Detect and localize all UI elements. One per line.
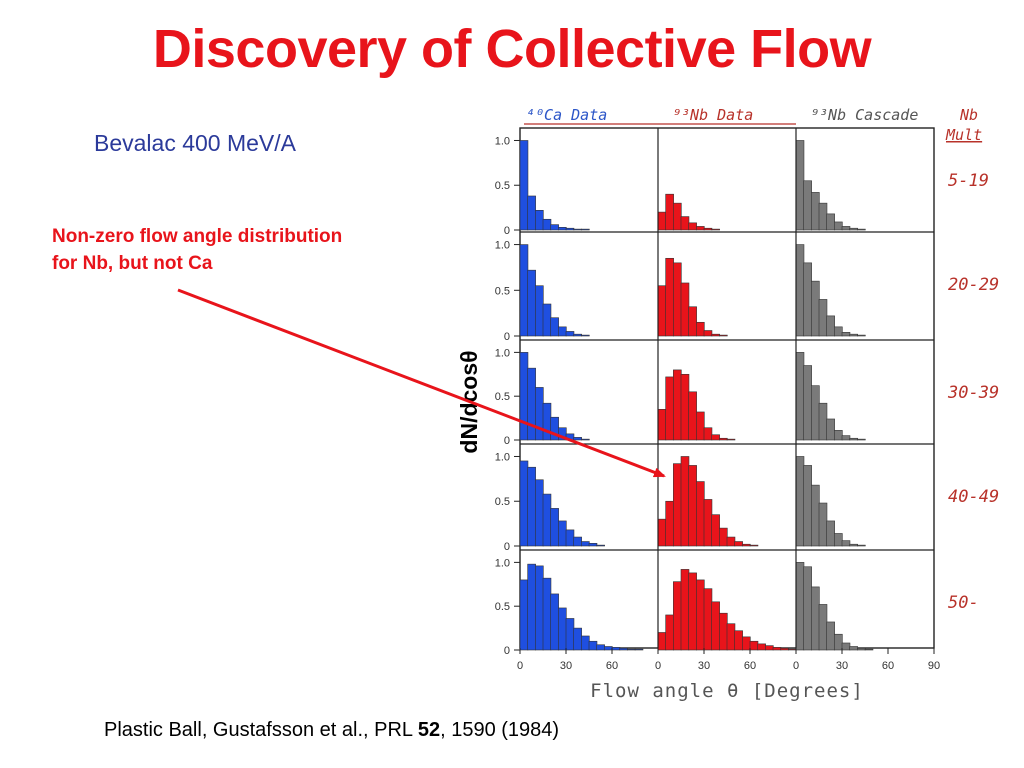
- x-tick-label: 0: [517, 660, 523, 672]
- histogram-bar: [696, 321, 705, 337]
- x-tick-label: 60: [606, 660, 618, 672]
- multiplicity-label: 30-39: [947, 383, 999, 403]
- y-tick-label: 0: [504, 225, 510, 237]
- rows-header-nb: Nb: [959, 106, 978, 124]
- histogram-bar: [841, 435, 851, 441]
- slide-title: Discovery of Collective Flow: [152, 19, 872, 79]
- multiplicity-label: 50-: [948, 593, 979, 613]
- histogram-bar: [834, 221, 843, 231]
- histogram-bar: [573, 437, 582, 441]
- y-tick-label: 0.5: [495, 391, 510, 403]
- histogram-bar: [581, 228, 590, 231]
- x-tick-label: 60: [882, 660, 894, 672]
- x-tick-label: 30: [560, 660, 572, 672]
- histogram-bar: [834, 430, 843, 441]
- histogram-bar: [711, 228, 720, 231]
- histogram-bar: [834, 326, 843, 337]
- rows-header-mult: Mult: [945, 126, 982, 144]
- y-tick-label: 0.5: [495, 285, 510, 297]
- histogram-bar: [857, 544, 866, 547]
- histogram-bar: [696, 411, 705, 441]
- citation: Plastic Ball, Gustafsson et al., PRL 52,…: [104, 719, 559, 742]
- histogram-bar: [719, 334, 728, 337]
- annotation-line-2: for Nb, but not Ca: [52, 253, 213, 274]
- y-tick-label: 0.5: [495, 180, 510, 192]
- histogram-bar: [734, 541, 743, 547]
- y-tick-label: 0: [504, 435, 510, 447]
- citation-suffix: , 1590 (1984): [440, 719, 560, 741]
- histogram-bar: [857, 334, 866, 337]
- histogram-bar: [834, 533, 843, 547]
- histogram-bar: [588, 543, 598, 547]
- histogram-bar: [519, 140, 529, 231]
- y-tick-label: 1.0: [495, 240, 510, 252]
- histogram-bar: [749, 544, 759, 547]
- multiplicity-label: 20-29: [948, 275, 999, 295]
- histogram-bar: [857, 438, 866, 441]
- histogram-bar: [826, 418, 835, 441]
- histogram-bar: [581, 438, 590, 441]
- histogram-bar: [581, 334, 590, 337]
- x-tick-label: 0: [655, 660, 661, 672]
- annotation-line-1: Non-zero flow angle distribution: [52, 226, 343, 247]
- histogram-bar: [834, 633, 843, 651]
- y-tick-label: 0: [504, 645, 510, 657]
- histogram-bar: [857, 228, 866, 231]
- y-tick-label: 1.0: [495, 451, 510, 463]
- histogram-bar: [864, 648, 874, 651]
- histogram-bar: [565, 331, 575, 337]
- histogram-bar: [634, 648, 644, 651]
- y-tick-label: 0.5: [495, 496, 510, 508]
- multiplicity-label: 5-19: [948, 171, 989, 191]
- x-tick-label: 30: [836, 660, 848, 672]
- x-tick-label: 0: [793, 660, 799, 672]
- column-header: ⁹³Nb Cascade: [810, 106, 918, 124]
- y-tick-label: 0: [504, 541, 510, 553]
- x-tick-label: 30: [698, 660, 710, 672]
- y-tick-label: 0.5: [495, 601, 510, 613]
- y-tick-label: 0: [504, 331, 510, 343]
- x-axis-label: Flow angle θ [Degrees]: [590, 680, 864, 702]
- slide-subtitle: Bevalac 400 MeV/A: [94, 130, 297, 156]
- citation-volume: 52: [417, 719, 441, 741]
- x-tick-label: 60: [744, 660, 756, 672]
- annotation-note: Non-zero flow angle distribution for Nb,…: [52, 223, 472, 277]
- histogram-bar: [826, 315, 835, 337]
- histogram-bar: [688, 306, 697, 337]
- column-header: ⁹³Nb Data: [672, 106, 753, 124]
- y-tick-label: 1.0: [495, 557, 510, 569]
- histogram-bar: [726, 438, 736, 441]
- x-tick-label: 90: [928, 660, 940, 672]
- multiplicity-label: 40-49: [948, 487, 999, 507]
- histogram-bar: [596, 544, 605, 547]
- annotation-arrow: [177, 288, 666, 478]
- y-tick-label: 1.0: [495, 135, 510, 147]
- histogram-bar: [711, 434, 720, 441]
- y-tick-label: 1.0: [495, 347, 510, 359]
- histogram-bar: [703, 330, 713, 337]
- column-header: ⁴⁰Ca Data: [526, 106, 607, 124]
- citation-prefix: Plastic Ball, Gustafsson et al., PRL: [104, 719, 418, 741]
- histogram-bar: [841, 540, 851, 547]
- histogram-bar: [703, 427, 713, 441]
